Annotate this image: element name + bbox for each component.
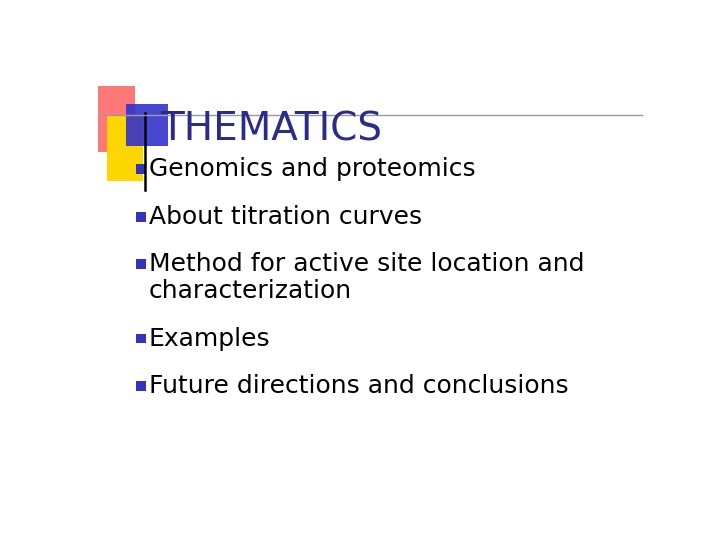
Text: About titration curves: About titration curves <box>148 205 422 228</box>
Bar <box>126 104 168 146</box>
Bar <box>136 259 145 269</box>
Bar <box>107 114 143 181</box>
Text: THEMATICS: THEMATICS <box>160 110 382 148</box>
Text: Method for active site location and: Method for active site location and <box>148 252 584 276</box>
Bar <box>136 212 145 221</box>
Text: Genomics and proteomics: Genomics and proteomics <box>148 157 475 181</box>
Bar <box>136 334 145 343</box>
Bar <box>136 381 145 391</box>
Bar <box>99 85 135 152</box>
Text: Examples: Examples <box>148 327 270 350</box>
Bar <box>136 164 145 174</box>
Text: Future directions and conclusions: Future directions and conclusions <box>148 374 568 399</box>
Text: characterization: characterization <box>148 279 351 303</box>
